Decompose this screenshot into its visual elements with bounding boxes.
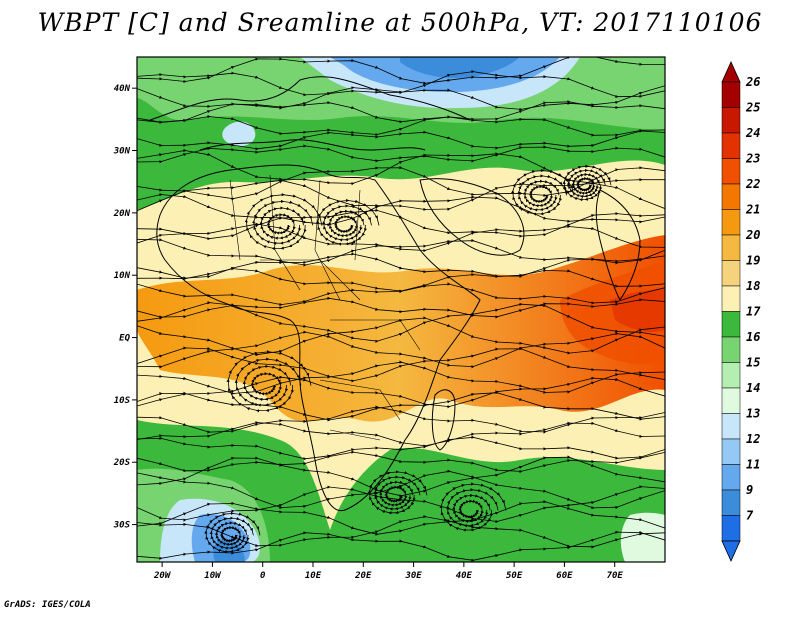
colorbar-swatch: [721, 387, 741, 414]
colorbar-label: 16: [746, 330, 760, 344]
colorbar-label: 23: [745, 152, 760, 166]
colorbar-label: 14: [746, 381, 760, 395]
streamline: [523, 179, 560, 208]
streamline: [234, 357, 302, 407]
streamline: [137, 435, 665, 461]
colorbar-label: 11: [746, 458, 760, 472]
colorbar-swatch: [721, 362, 741, 389]
y-tick-label: 30N: [113, 147, 131, 157]
streamline: [250, 372, 281, 396]
colorbar-swatch: [721, 260, 741, 287]
colorbar-swatch: [721, 209, 741, 236]
map-panel: [137, 57, 665, 562]
y-tick-label: EQ: [119, 334, 130, 344]
colorbar-label: 7: [746, 509, 754, 523]
colorbar-label: 15: [746, 356, 760, 370]
y-tick-label: 10N: [114, 271, 131, 281]
colorbar-swatch: [721, 285, 741, 312]
colorbar-swatch: [721, 438, 741, 465]
colorbar-label: 12: [746, 432, 760, 446]
colorbar-label: 13: [746, 407, 760, 421]
y-axis-ticks: 40N 30N 20N 10N EQ 10S 20S 30S: [113, 84, 137, 531]
y-tick-label: 20N: [113, 209, 131, 219]
x-axis-ticks: 20W 10W 0 10E 20E 30E 40E 50E 60E 70E: [153, 562, 623, 581]
colorbar-swatch: [721, 489, 741, 516]
streamline: [214, 521, 248, 547]
x-tick-label: 10E: [305, 571, 322, 581]
colorbar-label: 18: [746, 279, 760, 293]
colorbar-swatch: [721, 107, 741, 134]
streamline: [266, 213, 295, 235]
streamline: [328, 209, 365, 238]
x-tick-label: 40E: [456, 571, 473, 581]
y-tick-label: 40N: [114, 84, 131, 94]
streamline: [220, 525, 241, 543]
streamline: [384, 485, 407, 503]
x-tick-label: 70E: [607, 571, 624, 581]
x-tick-label: 10W: [204, 571, 222, 581]
colorbar-label: 19: [746, 254, 760, 268]
x-tick-label: 20E: [354, 571, 372, 581]
y-tick-label: 30S: [113, 521, 131, 531]
x-tick-label: 50E: [506, 571, 523, 581]
streamline: [458, 499, 483, 519]
streamline: [576, 176, 595, 192]
footer-credit: GrADS: IGES/COLA: [4, 600, 91, 610]
colorbar-swatch: [721, 311, 741, 338]
colorbar-label: 22: [745, 177, 760, 191]
colorbar-label: 21: [745, 203, 760, 217]
x-tick-label: 0: [260, 571, 266, 581]
colorbar-top-arrow: [721, 61, 741, 83]
colorbar-swatch: [721, 234, 741, 261]
colorbar-swatch: [721, 158, 741, 185]
x-tick-label: 30E: [404, 571, 422, 581]
colorbar-swatch: [721, 183, 741, 210]
streamline: [452, 493, 491, 523]
colorbar-label: 24: [745, 126, 760, 140]
y-tick-label: 20S: [113, 458, 131, 468]
colorbar-label: 20: [745, 228, 760, 242]
y-tick-label: 10S: [114, 396, 131, 406]
map-frame: [136, 56, 666, 563]
chart-title: WBPT [C] and Sreamline at 500hPa, VT: 20…: [37, 8, 763, 37]
streamlines: [137, 57, 665, 562]
colorbar-label: 17: [746, 305, 761, 319]
streamline: [242, 364, 292, 402]
colorbar-swatch: [721, 413, 741, 440]
colorbar-swatch: [721, 515, 741, 542]
colorbar-label: 9: [746, 483, 753, 497]
colorbar-bottom-arrow: [721, 540, 741, 562]
streamline: [259, 206, 304, 240]
colorbar: 26 25 24 23 22 21 20 19 18 17 16 15 14 13 12 11 9 7: [721, 61, 761, 562]
colorbar-swatch: [721, 464, 741, 491]
x-tick-label: 60E: [556, 571, 573, 581]
streamline: [378, 480, 414, 507]
colorbar-label: 26: [745, 75, 760, 89]
streamline: [334, 215, 357, 234]
streamline: [252, 199, 314, 245]
colorbar-swatch: [721, 81, 741, 108]
colorbar-label: 25: [745, 101, 760, 115]
x-tick-label: 20W: [153, 571, 172, 581]
colorbar-swatch: [721, 132, 741, 159]
streamline: [529, 185, 552, 204]
colorbar-swatch: [721, 336, 741, 363]
